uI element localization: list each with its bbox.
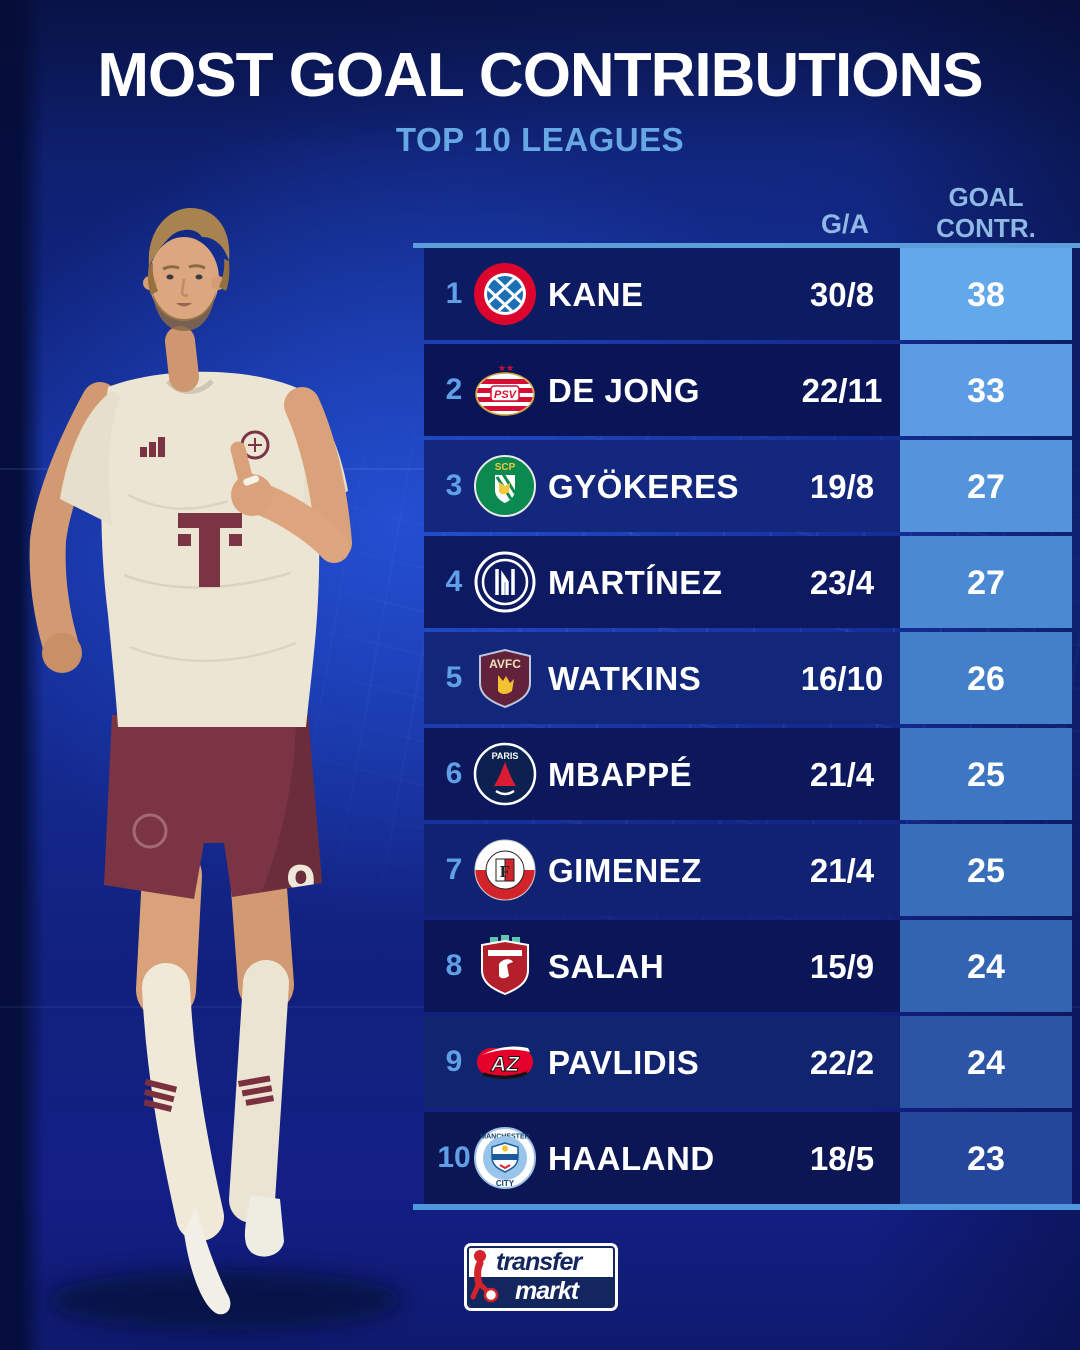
- player-name: PAVLIDIS: [548, 1044, 700, 1081]
- table-row: 9 AZ PAVLIDIS 22/2 24: [424, 1016, 1072, 1108]
- table-row: 7 F GIMENEZ 21/4 25: [424, 824, 1072, 916]
- column-header-goal-contr: GOAL CONTR.: [900, 182, 1072, 244]
- table-row: 10MANCHESTERCITY HAALAND 18/5 23: [424, 1112, 1072, 1204]
- ga-value: 22/2: [809, 1044, 875, 1081]
- psg-logo: PARIS: [473, 742, 537, 806]
- rank-number: 1: [445, 277, 463, 310]
- rank-number: 10: [437, 1141, 471, 1174]
- table-top-border: [413, 243, 1080, 248]
- ga-value: 19/8: [809, 468, 875, 505]
- transfermarkt-player-icon: [470, 1250, 499, 1303]
- club-logo-liverpool: [472, 933, 538, 999]
- goal-contributions-cell: 25: [900, 728, 1072, 820]
- sporting-cp-logo: SCP: [474, 455, 536, 517]
- ga-value: 21/4: [809, 756, 875, 793]
- player-name: KANE: [548, 276, 644, 313]
- page-subtitle: TOP 10 LEAGUES: [395, 121, 685, 158]
- rank-number: 4: [445, 565, 463, 598]
- table-bottom-border: [413, 1204, 1080, 1210]
- player-photo-harry-kane: 9: [29, 207, 403, 1330]
- svg-text:★: ★: [498, 363, 506, 373]
- player-name: MBAPPÉ: [548, 756, 693, 793]
- hair: [148, 207, 230, 267]
- club-logo-villa: AVFC: [472, 645, 538, 711]
- table-row: 3 SCP GYÖKERES 19/8 27: [424, 440, 1072, 532]
- ga-value: 21/4: [809, 852, 875, 889]
- club-logo-inter: [472, 549, 538, 615]
- psv-eindhoven-logo: ★ ★ PSV: [475, 363, 535, 416]
- ga-value: 18/5: [809, 1140, 875, 1177]
- player-name: GYÖKERES: [548, 468, 740, 505]
- ga-value: 16/10: [800, 660, 884, 697]
- goal-contributions-cell: 33: [900, 344, 1072, 436]
- ga-value: 22/11: [801, 372, 883, 409]
- goal-contributions-cell: 24: [900, 1016, 1072, 1108]
- club-logo-feyenoord: F: [472, 837, 538, 903]
- rank-number: 3: [445, 469, 463, 502]
- bayern-munich-logo: [474, 263, 536, 325]
- player-name: GIMENEZ: [548, 852, 702, 889]
- svg-text:AZ: AZ: [490, 1053, 520, 1076]
- rank-number: 8: [445, 949, 463, 982]
- svg-text:SCP: SCP: [495, 462, 516, 473]
- player-name: WATKINS: [548, 660, 702, 697]
- club-logo-sporting: SCP: [472, 453, 538, 519]
- svg-text:PARIS: PARIS: [492, 751, 519, 761]
- svg-text:F: F: [500, 862, 510, 881]
- player-name: DE JONG: [548, 372, 701, 409]
- goal-contributions-cell: 23: [900, 1112, 1072, 1204]
- svg-text:PSV: PSV: [494, 389, 518, 401]
- club-logo-psv: ★ ★ PSV: [472, 357, 538, 423]
- player-name: MARTÍNEZ: [548, 564, 723, 601]
- beard: [152, 291, 216, 331]
- table-row: 4 MARTÍNEZ 23/4 27: [424, 536, 1072, 628]
- column-header-goal-line2: CONTR.: [936, 213, 1036, 243]
- rank-number: 9: [445, 1045, 463, 1078]
- feyenoord-logo: F: [474, 839, 536, 901]
- goal-contributions-cell: 25: [900, 824, 1072, 916]
- svg-text:CITY: CITY: [496, 1179, 515, 1188]
- player-name: HAALAND: [548, 1140, 715, 1177]
- player-name: SALAH: [548, 948, 665, 985]
- adidas-logo: [140, 437, 165, 457]
- az-alkmaar-logo: AZ: [477, 1046, 533, 1079]
- goal-contributions-cell: 24: [900, 920, 1072, 1012]
- telekom-t-logo: [178, 513, 242, 587]
- ga-value: 15/9: [809, 948, 875, 985]
- goal-contributions-cell: 27: [900, 536, 1072, 628]
- ga-value: 23/4: [809, 564, 875, 601]
- table-row: 2 ★ ★ PSV DE JONG 22/11 33: [424, 344, 1072, 436]
- club-logo-bayern: [472, 261, 538, 327]
- table-row: 8 SALAH 15/9 24: [424, 920, 1072, 1012]
- transfermarkt-logo-word-top: transfer: [469, 1248, 613, 1277]
- inter-milan-logo: [474, 551, 536, 613]
- goal-contributions-cell: 27: [900, 440, 1072, 532]
- aston-villa-logo: AVFC: [479, 648, 531, 709]
- club-logo-psg: PARIS: [472, 741, 538, 807]
- ga-value: 30/8: [809, 276, 875, 313]
- rank-number: 5: [445, 661, 463, 694]
- rank-number: 7: [445, 853, 463, 886]
- transfermarkt-logo: transfer markt: [464, 1243, 618, 1311]
- rank-number: 2: [445, 373, 463, 406]
- svg-text:AVFC: AVFC: [489, 657, 521, 671]
- table-row: 1 KANE 30/8 38: [424, 248, 1072, 340]
- goal-contributions-cell: 38: [900, 248, 1072, 340]
- club-logo-city: MANCHESTERCITY: [472, 1125, 538, 1191]
- page-title: MOST GOAL CONTRIBUTIONS: [97, 41, 983, 110]
- table-row: 6 PARIS MBAPPÉ 21/4 25: [424, 728, 1072, 820]
- manchester-city-logo: MANCHESTERCITY: [474, 1127, 536, 1189]
- column-header-goal-line1: GOAL: [948, 182, 1024, 212]
- svg-text:★: ★: [506, 363, 514, 373]
- column-header-ga: G/A: [820, 209, 869, 239]
- club-logo-az: AZ: [472, 1029, 538, 1095]
- table-row: 5 AVFC WATKINS 16/10 26: [424, 632, 1072, 724]
- liverpool-logo: [481, 935, 529, 996]
- goal-contributions-cell: 26: [900, 632, 1072, 724]
- rank-number: 6: [445, 757, 463, 790]
